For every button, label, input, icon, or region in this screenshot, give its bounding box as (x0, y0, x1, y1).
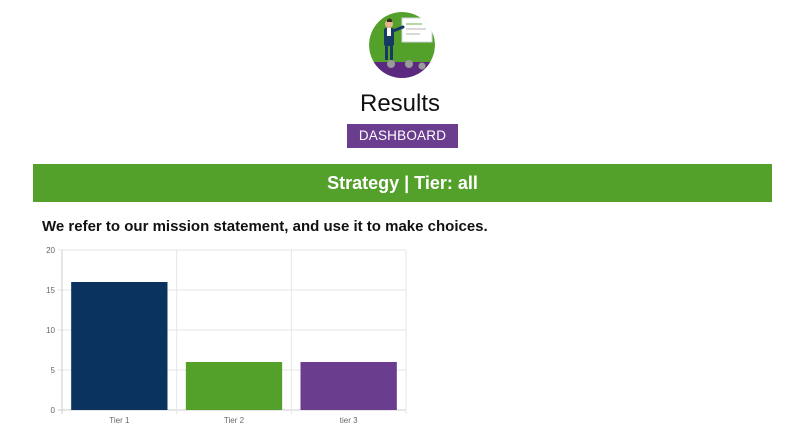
bar-chart-svg: 0 5 10 15 20 Tier 1 Tier 2 tier 3 (46, 246, 407, 425)
y-tick-label: 10 (46, 326, 55, 335)
y-tick-label: 15 (46, 286, 55, 295)
bar[interactable] (185, 362, 283, 410)
question-text: We refer to our mission statement, and u… (42, 218, 488, 235)
x-tick-label: Tier 1 (109, 416, 130, 425)
presenter-whiteboard-icon (369, 12, 435, 78)
dashboard-button[interactable]: DASHBOARD (347, 124, 458, 148)
results-bar-chart: 0 5 10 15 20 Tier 1 Tier 2 tier 3 (38, 240, 418, 435)
y-tick-label: 5 (51, 366, 56, 375)
bar[interactable] (71, 282, 168, 410)
section-banner: Strategy | Tier: all (33, 164, 772, 202)
page-title: Results (359, 90, 441, 117)
x-tick-label: Tier 2 (224, 416, 245, 425)
x-tick-label: tier 3 (340, 416, 358, 425)
bar[interactable] (300, 362, 397, 410)
y-tick-label: 0 (51, 406, 56, 415)
y-tick-label: 20 (46, 246, 55, 255)
